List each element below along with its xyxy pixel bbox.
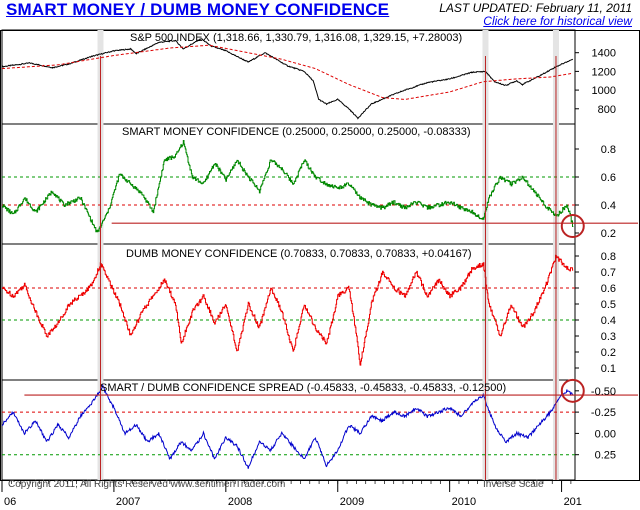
annotation-markers <box>24 56 638 480</box>
ytick-label-dumb: 0.6 <box>601 283 616 295</box>
xtick-label: 2008 <box>228 496 252 508</box>
axis-labels: 800 1000 1200 1400 0.2 0.4 0.6 0.8 0.1 0.2 0.3 0.4 0… <box>1 48 616 508</box>
panel-title-smart: SMART MONEY CONFIDENCE (0.25000, 0.25000… <box>122 126 471 138</box>
ytick-label-sp500: 1200 <box>592 66 616 78</box>
xtick-label: 201 <box>564 496 582 508</box>
ytick-label-dumb: 0.7 <box>601 267 616 279</box>
ytick-label-sp500: 1400 <box>592 48 616 60</box>
inverse-scale-label: Inverse Scale <box>483 479 544 490</box>
ytick-label-smart: 0.6 <box>601 172 616 184</box>
xtick-label: 2010 <box>452 496 476 508</box>
ytick-label-smart: 0.4 <box>601 200 616 212</box>
panel-title-sp500: S&P 500 INDEX (1,318.66, 1,330.79, 1,316… <box>130 32 462 44</box>
series-dumb <box>2 254 574 366</box>
xtick-label: 06 <box>4 496 16 508</box>
panel-frame-sp500 <box>1 29 576 125</box>
series-spread <box>1 384 574 469</box>
ytick-label-smart: 0.2 <box>601 228 616 240</box>
ytick-label-spread: -0.25 <box>591 407 616 419</box>
ytick-label-dumb: 0.5 <box>601 299 616 311</box>
panel-title-dumb: DUMB MONEY CONFIDENCE (0.70833, 0.70833,… <box>126 248 472 260</box>
ytick-label-spread: 0.25 <box>595 450 616 462</box>
ytick-label-dumb: 0.3 <box>601 331 616 343</box>
ytick-label-sp500: 1000 <box>592 85 616 97</box>
ytick-label-dumb: 0.1 <box>601 363 616 375</box>
ytick-label-dumb: 0.4 <box>601 315 616 327</box>
series-sp500-ma <box>1 44 573 100</box>
ytick-label-spread: -0.50 <box>591 386 616 398</box>
circle-marker-spread <box>560 378 585 403</box>
ytick-label-spread: 0.00 <box>595 428 616 440</box>
ytick-label-smart: 0.8 <box>601 144 616 156</box>
panel-frame-dumb <box>1 243 576 381</box>
chart-title: SMART MONEY / DUMB MONEY CONFIDENCE <box>6 0 390 19</box>
panel-frame-smart <box>1 123 576 245</box>
ytick-label-dumb: 0.8 <box>601 251 616 263</box>
series-sp500 <box>1 38 574 120</box>
xtick-label: 2009 <box>340 496 364 508</box>
panel-title-spread: SMART / DUMB CONFIDENCE SPREAD (-0.45833… <box>100 382 506 394</box>
historical-view-link[interactable]: Click here for historical view <box>483 14 632 28</box>
series-lines <box>1 38 574 469</box>
ytick-label-sp500: 800 <box>598 104 616 116</box>
reference-lines <box>2 176 575 456</box>
series-smart <box>2 140 574 233</box>
xtick-label: 2007 <box>116 496 140 508</box>
last-updated-label: LAST UPDATED: February 11, 2011 <box>439 1 632 15</box>
circle-marker-smart <box>560 214 585 238</box>
ytick-label-dumb: 0.2 <box>601 347 616 359</box>
copyright-text: Copyright 2011, All Rights Reserved www.… <box>8 479 285 490</box>
